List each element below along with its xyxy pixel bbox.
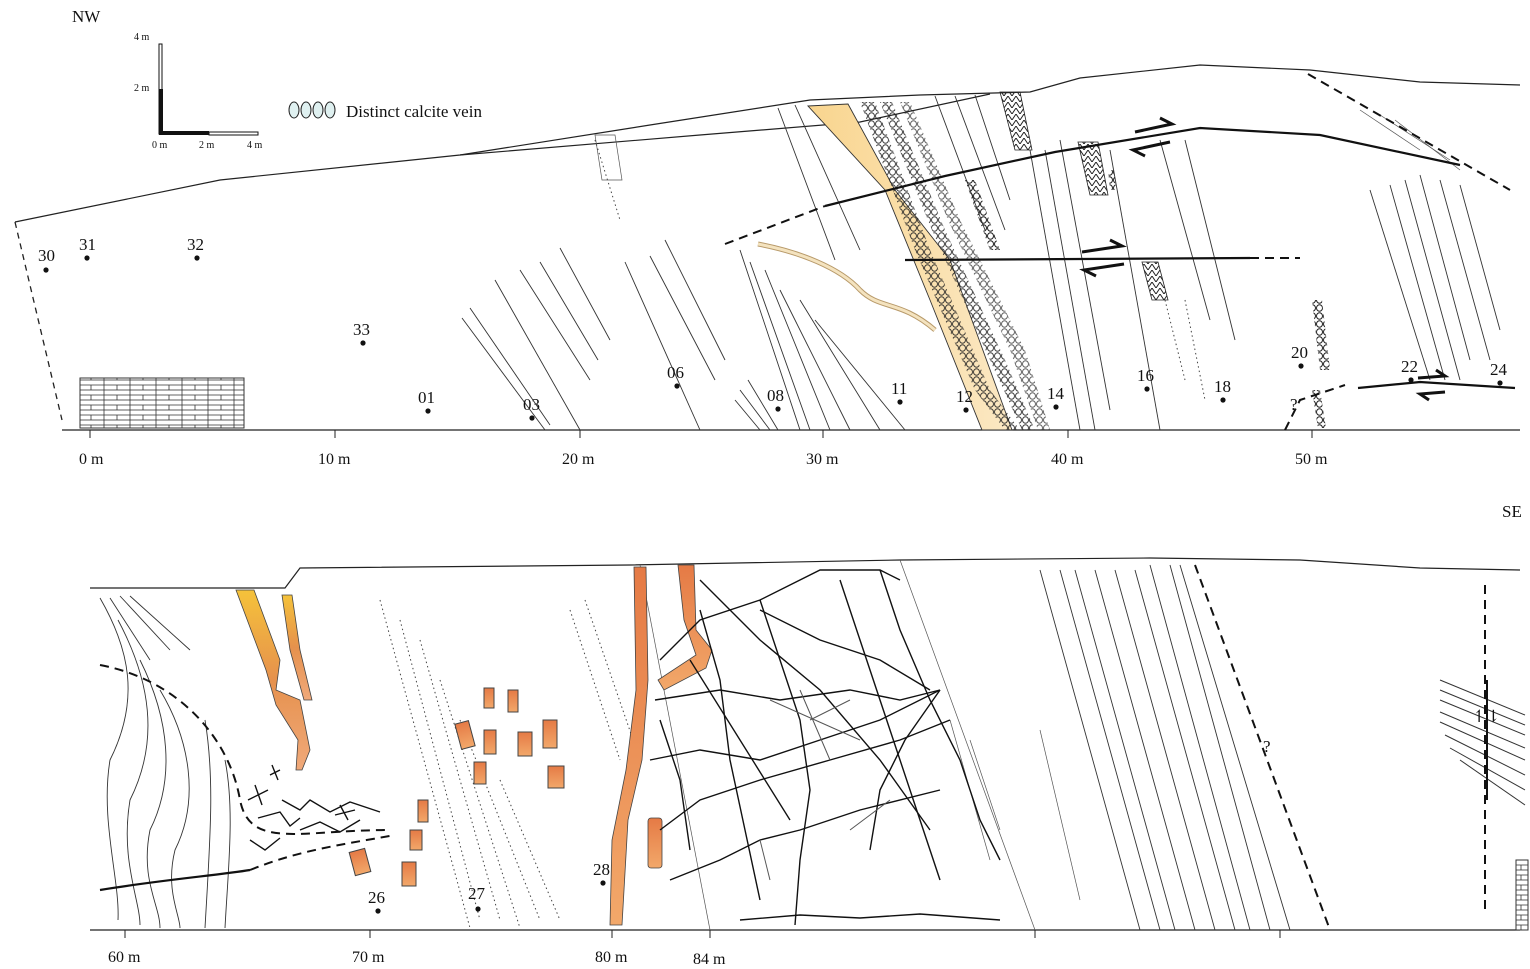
calcite-veins <box>860 91 1330 430</box>
axis-label: 70 m <box>352 949 385 966</box>
middle-fault <box>904 256 1251 262</box>
sample-label: 12 <box>956 387 973 406</box>
sample-label: 31 <box>79 235 96 254</box>
nw-label: NW <box>72 7 101 26</box>
sample-labels-top: 30 31 32 33 01 03 06 08 11 12 14 16 18 2… <box>38 235 1508 414</box>
sample-label: 26 <box>368 888 385 907</box>
sample-label: 27 <box>468 884 486 903</box>
sample-dot <box>600 880 606 886</box>
sample-dot <box>775 406 781 412</box>
wall-block <box>79 377 245 429</box>
sample-label: 33 <box>353 320 370 339</box>
sample-dot <box>1298 363 1304 369</box>
sample-label: 30 <box>38 246 55 265</box>
axis-label: 20 m <box>562 451 595 468</box>
light-fractures <box>759 689 891 881</box>
sample-label: 06 <box>667 363 684 382</box>
sample-label: 14 <box>1047 384 1065 403</box>
sample-dot <box>529 415 535 421</box>
scale-h-end: 4 m <box>247 140 263 151</box>
sample-dot <box>475 906 481 912</box>
axis-label: 30 m <box>806 451 839 468</box>
tan-vein-inner <box>757 242 936 332</box>
sample-dot <box>43 267 49 273</box>
fracture-network <box>649 569 1001 926</box>
shear-arrows <box>1079 116 1450 402</box>
bottom-outcrop-outline <box>90 557 1521 589</box>
sample-dot <box>1144 386 1150 392</box>
fault-sense-label: ↿⇂ <box>1472 707 1501 726</box>
curved-dashed-contact <box>99 664 391 835</box>
question-mark-bottom: ? <box>1263 737 1271 756</box>
scale-v-top: 4 m <box>134 32 150 43</box>
legend: Distinct calcite vein <box>288 101 482 121</box>
samples-bottom: 26 27 28 <box>368 860 610 914</box>
sample-dot <box>1497 380 1503 386</box>
sample-label: 32 <box>187 235 204 254</box>
axis-label: 60 m <box>108 949 141 966</box>
scale-bar: 4 m 2 m 0 m 2 m 4 m <box>134 32 263 151</box>
sample-dot <box>963 407 969 413</box>
sample-dot <box>1408 377 1414 383</box>
bedding-lines-top <box>461 94 1501 431</box>
bottom-axis: 60 m 70 m 80 m 84 m <box>108 930 1281 968</box>
sample-dot <box>360 340 366 346</box>
sample-label: 08 <box>767 386 784 405</box>
axis-label: 84 m <box>693 951 726 968</box>
sample-dot <box>674 383 680 389</box>
top-outcrop-outline <box>14 64 1521 223</box>
scale-v-mid: 2 m <box>134 83 150 94</box>
sample-label: 01 <box>418 388 435 407</box>
sample-dot <box>1220 397 1226 403</box>
sample-label: 22 <box>1401 357 1418 376</box>
deformed-zone <box>247 764 381 851</box>
axis-label: 40 m <box>1051 451 1084 468</box>
axis-label: 80 m <box>595 949 628 966</box>
upper-fault <box>824 126 1461 208</box>
sample-label: 28 <box>593 860 610 879</box>
sample-dot <box>425 408 431 414</box>
axis-label: 10 m <box>318 451 351 468</box>
lower-right-fault <box>1357 380 1516 390</box>
sample-label: 16 <box>1137 366 1154 385</box>
samples-top <box>43 255 1503 421</box>
top-axis: 0 m 10 m 20 m 30 m 40 m 50 m <box>79 430 1328 468</box>
sample-dot <box>84 255 90 261</box>
sample-label: 03 <box>523 395 540 414</box>
scale-h-mid: 2 m <box>199 140 215 151</box>
sample-label: 11 <box>891 379 907 398</box>
bedding-lines-bottom <box>99 559 1526 931</box>
legend-label: Distinct calcite vein <box>346 102 482 121</box>
dashed-fault-question <box>1194 564 1331 931</box>
question-mark: ? <box>1290 395 1298 414</box>
se-label: SE <box>1502 502 1522 521</box>
calcite-vein-icon <box>288 101 336 119</box>
sample-label: 20 <box>1291 343 1308 362</box>
sample-dot <box>375 908 381 914</box>
sample-dot <box>897 399 903 405</box>
scale-h-zero: 0 m <box>152 140 168 151</box>
sample-label: 18 <box>1214 377 1231 396</box>
left-edge-dashed <box>14 221 63 421</box>
axis-label: 50 m <box>1295 451 1328 468</box>
sample-dot <box>1053 404 1059 410</box>
sample-dot <box>194 255 200 261</box>
right-dashed-fault <box>1307 73 1511 191</box>
orange-veins <box>235 564 713 926</box>
sample-label: 24 <box>1490 360 1508 379</box>
axis-label: 0 m <box>79 451 104 468</box>
